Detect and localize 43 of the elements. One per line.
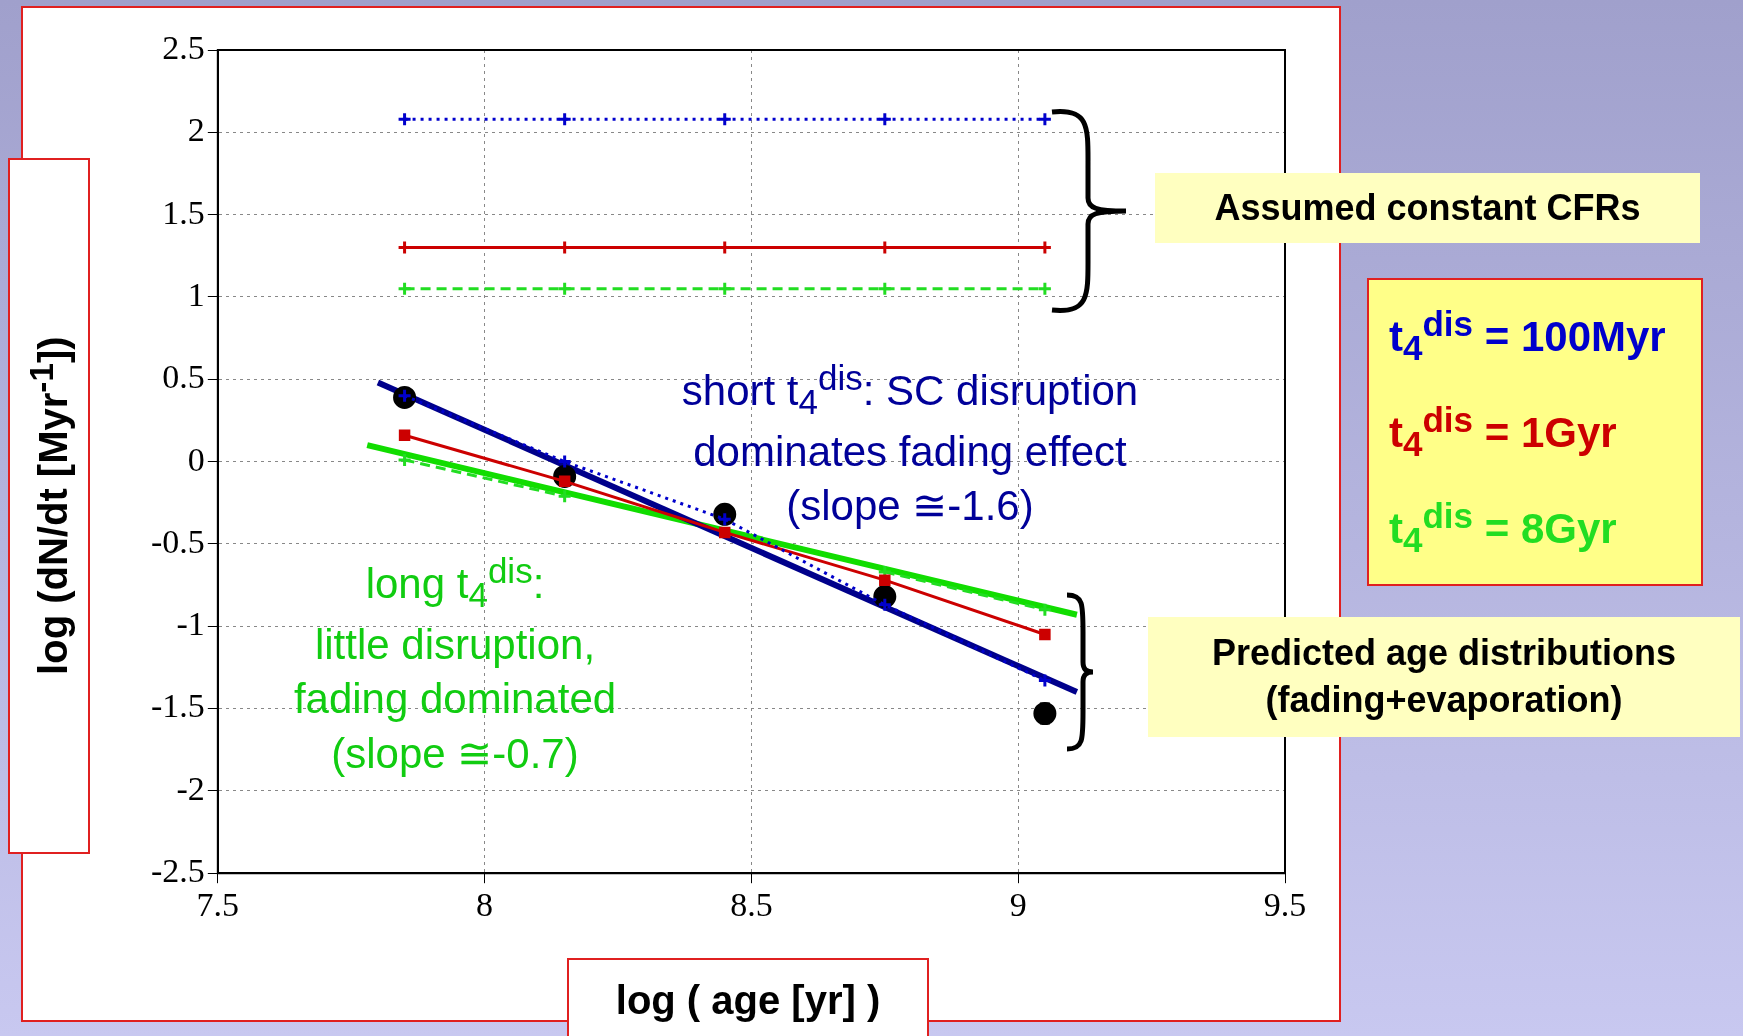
- y-tick-label: -1.5: [150, 687, 205, 725]
- annotation: long t$_{4}$$^{dis}$: little disruption, fading dominated (slope ≅-0.7): [293, 550, 617, 780]
- text: t$_{4}$$^{dis}$ = 1Gyr: [1389, 399, 1618, 465]
- note-box: Assumed constant CFRs: [1155, 173, 1700, 243]
- point: [877, 111, 893, 127]
- point: [557, 454, 573, 470]
- text: t$_{4}$$^{dis}$ = 8Gyr: [1389, 495, 1618, 561]
- point: [397, 111, 413, 127]
- annotation: short t$_{4}$$^{dis}$: SC disruption dominates fading effect (slope ≅-1.6): [681, 357, 1139, 532]
- point: [557, 111, 573, 127]
- y-tick-label: 1: [187, 275, 205, 313]
- x-tick-label: 8.5: [730, 885, 773, 923]
- point: [879, 574, 891, 586]
- y-tick-label: 1.5: [162, 193, 205, 231]
- annotation: Assumed constant CFRs: [1214, 185, 1641, 230]
- point: [397, 452, 413, 468]
- point: [1037, 602, 1053, 618]
- y-tick-label: -1: [176, 605, 205, 643]
- point: [398, 429, 411, 441]
- y-tick-label: 2.5: [162, 28, 205, 66]
- y-tick-label: 0.5: [162, 358, 205, 396]
- point: [717, 111, 733, 127]
- x-tick-label: 9: [1009, 885, 1027, 923]
- point: [557, 281, 573, 297]
- y-tick-label: -0.5: [150, 522, 205, 560]
- point: [557, 488, 573, 504]
- point: [1039, 628, 1051, 641]
- y-tick-label: 0: [187, 440, 205, 478]
- note-box: Predicted age distributions (fading+evaporation): [1148, 617, 1740, 737]
- point: [877, 281, 893, 297]
- point: [1037, 111, 1053, 127]
- x-tick-label: 8: [476, 885, 494, 923]
- y-tick-label: -2: [176, 769, 205, 807]
- point: [718, 526, 731, 539]
- text: t$_{4}$$^{dis}$ = 100Myr: [1389, 303, 1667, 369]
- x-axis-title: log ( age [yr] ): [567, 958, 929, 1036]
- x-tick-label: 9.5: [1263, 885, 1307, 923]
- point: [1037, 673, 1053, 689]
- point: [717, 281, 733, 297]
- point: [1037, 281, 1053, 297]
- y-tick-label: 2: [187, 111, 205, 149]
- annotation: Predicted age distributions (fading+evaporation): [1211, 631, 1677, 722]
- point: [397, 281, 413, 297]
